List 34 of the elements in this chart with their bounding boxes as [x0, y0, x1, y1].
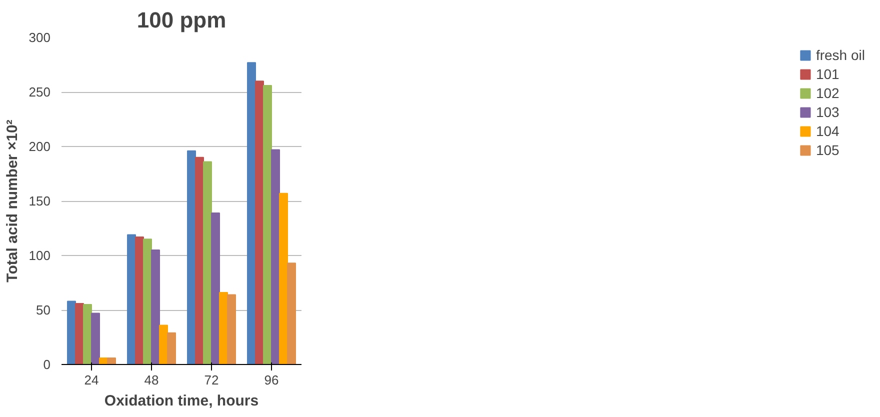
- y-tick-label: 200: [28, 139, 51, 154]
- bar: [211, 212, 220, 364]
- legend-label: 102: [816, 85, 840, 101]
- legend-label: 105: [816, 142, 840, 158]
- chart-title: 100 ppm: [136, 8, 226, 32]
- bar: [151, 250, 160, 364]
- legend-label: fresh oil: [816, 47, 865, 63]
- y-tick-label: 150: [28, 194, 51, 208]
- bar: [143, 238, 152, 364]
- bar: [227, 294, 236, 364]
- bar: [203, 161, 212, 364]
- y-axis-title: Total acid number ×10²: [4, 120, 21, 282]
- legend-label: 104: [816, 123, 840, 139]
- y-tick-label: 300: [28, 30, 51, 45]
- bar: [287, 262, 296, 364]
- bar: [263, 84, 272, 364]
- x-tick-label: 96: [264, 372, 279, 388]
- y-tick-label: 100: [28, 248, 51, 263]
- x-axis-title: Oxidation time, hours: [104, 392, 259, 410]
- y-tick-label: 250: [28, 84, 51, 100]
- legend-label: 103: [816, 104, 840, 120]
- bar: [279, 192, 288, 364]
- bar: [91, 312, 100, 364]
- bar: [107, 357, 116, 364]
- bar: [159, 324, 168, 364]
- y-tick-label: 50: [36, 302, 51, 318]
- bar: [167, 332, 176, 364]
- x-tick-label: 24: [84, 372, 99, 388]
- bar: [271, 149, 280, 364]
- y-tick-label: 0: [43, 357, 51, 372]
- legend-label: 101: [816, 66, 840, 82]
- bar: [83, 304, 92, 364]
- x-tick-label: 72: [204, 372, 219, 388]
- x-tick-label: 48: [144, 372, 159, 388]
